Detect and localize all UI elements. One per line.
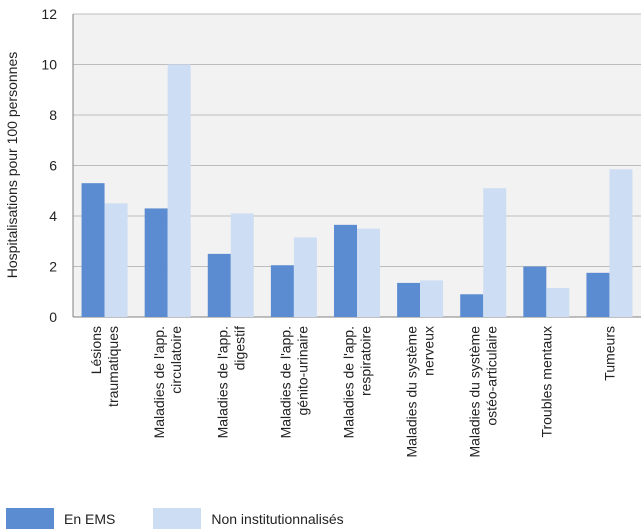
bar-non-institutionnalises (546, 287, 570, 317)
bar-en-ems (207, 253, 231, 317)
bar-en-ems (460, 294, 484, 317)
bar-non-institutionnalises (357, 228, 380, 317)
bar-en-ems (270, 265, 294, 317)
x-category-label: Maladies de l'app.digestif (214, 326, 247, 439)
bar-non-institutionnalises (104, 203, 128, 317)
x-category-label: Maladies de l'app.respiratoire (341, 326, 374, 439)
bar-en-ems (523, 266, 547, 317)
legend-label-non-institutionnalises: Non institutionnalisés (211, 510, 344, 527)
bar-non-institutionnalises (167, 64, 191, 317)
y-tick-label: 6 (49, 158, 57, 174)
legend-item-en-ems: En EMS (6, 508, 115, 529)
x-category-label: Troubles mentaux (538, 326, 554, 438)
bar-non-institutionnalises (609, 169, 633, 317)
y-tick-label: 12 (41, 6, 57, 22)
bar-en-ems (586, 272, 610, 317)
y-tick-label: 10 (41, 57, 57, 73)
y-tick-label: 8 (49, 107, 57, 123)
legend-label-en-ems: En EMS (64, 510, 116, 527)
x-axis-categories: Lésionstraumatiques Maladies de l'app.cir… (88, 326, 617, 458)
x-category-label: Maladies du systèmenerveux (404, 326, 437, 458)
legend-item-non-institutionnalises: Non institutionnalisés (153, 508, 344, 529)
bar-en-ems (334, 224, 357, 317)
bar-non-institutionnalises (293, 237, 317, 317)
x-category-label: Maladies de l'app.circulatoire (151, 326, 184, 439)
legend: En EMS Non institutionnalisés (6, 508, 382, 529)
legend-swatch-en-ems (6, 508, 54, 529)
y-tick-label: 2 (49, 259, 57, 275)
bar-en-ems (397, 282, 421, 317)
y-tick-label: 0 (49, 309, 57, 325)
x-category-label: Tumeurs (601, 326, 617, 381)
y-axis-ticks: 0 2 4 6 8 10 12 (41, 6, 57, 325)
bar-en-ems (144, 208, 168, 317)
x-category-label: Maladies du systèmeostéo-articulaire (467, 326, 500, 458)
bar-non-institutionnalises (230, 213, 254, 317)
bar-non-institutionnalises (483, 188, 507, 317)
legend-swatch-non-institutionnalises (153, 508, 202, 529)
bar-en-ems (81, 183, 105, 317)
x-category-label: Lésionstraumatiques (88, 326, 121, 407)
x-category-label: Maladies de l'app.génito-urinaire (277, 326, 310, 439)
y-axis-label: Hospitalisations pour 100 personnes (4, 52, 20, 278)
y-tick-label: 4 (49, 208, 57, 224)
bar-non-institutionnalises (420, 280, 444, 317)
bars (81, 64, 633, 317)
